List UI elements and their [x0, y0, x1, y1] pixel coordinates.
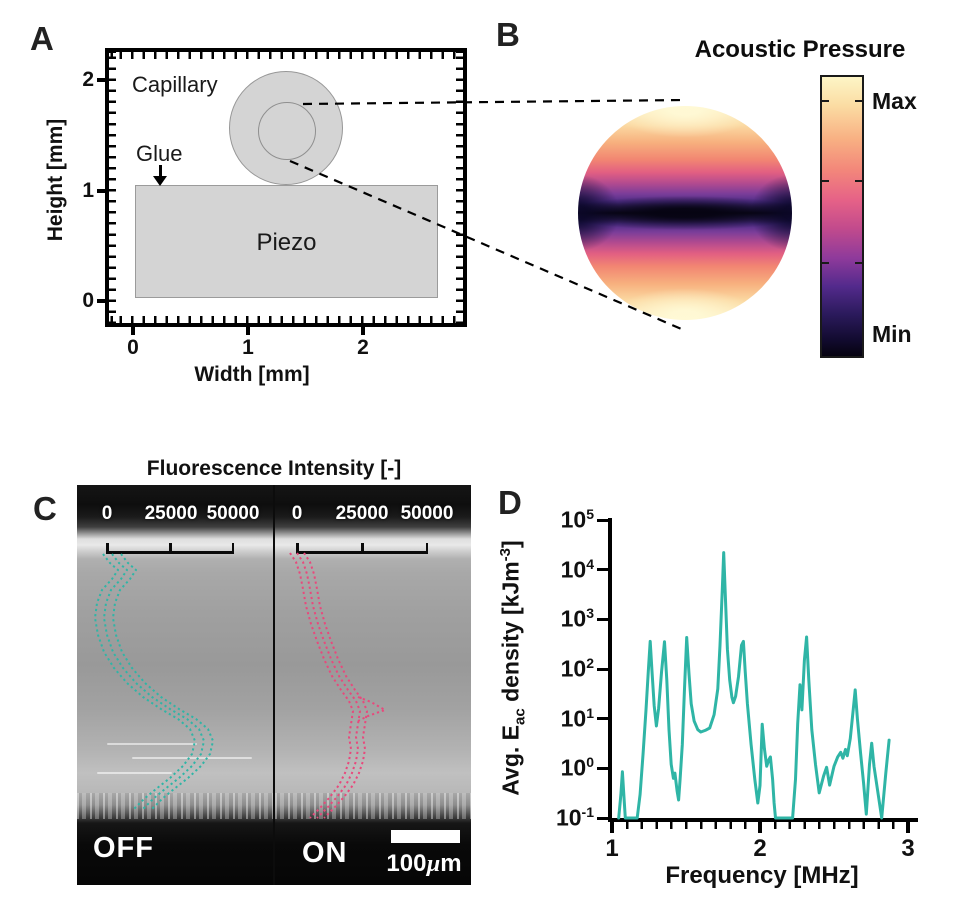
energy-density-spectrum-curve	[617, 551, 891, 820]
off-profile-curve	[103, 553, 205, 810]
panel-a-xtick-1	[246, 327, 250, 335]
on-profile-curve	[296, 552, 361, 819]
bright-streak	[107, 743, 197, 745]
panel-a-label: A	[30, 20, 54, 57]
colorbar-tick	[820, 262, 829, 264]
panel-a-left-ticks	[109, 52, 116, 323]
scale-bar	[391, 830, 460, 843]
intensity-scale-tick	[169, 543, 172, 553]
panel-d-ytick-label: 104	[560, 555, 594, 583]
glue-arrow-icon	[153, 176, 167, 186]
on-state-label: ON	[302, 837, 348, 869]
off-profile-curve	[94, 553, 196, 810]
colorbar-tick	[855, 180, 864, 182]
sediment-edge-texture	[275, 793, 471, 819]
intensity-tick-label: 0	[291, 503, 303, 524]
sediment-edge-texture	[77, 793, 273, 819]
panel-d-ytick-label: 101	[560, 704, 594, 732]
panel-d-ytick-label: 103	[560, 605, 594, 632]
panel-a-bottom-ticks	[109, 316, 463, 323]
off-state-label: OFF	[93, 832, 154, 864]
intensity-tick-label: 0	[101, 503, 113, 524]
panel-d-ytick	[597, 717, 608, 721]
panel-a-xtick-2	[361, 327, 365, 335]
on-profile-curve	[303, 552, 368, 819]
intensity-scale-tick	[425, 543, 428, 553]
intensity-scale-tick	[361, 543, 364, 553]
panel-a-top-ticks	[109, 52, 463, 59]
panel-d-xtick-1	[610, 822, 614, 833]
panel-a-ytick-label: 2	[82, 68, 94, 91]
panel-d-ytick	[597, 667, 608, 671]
panel-d-ytick	[597, 518, 608, 522]
panel-d-ytick	[597, 816, 608, 820]
panel-d-ytick-label: 105	[560, 506, 594, 533]
off-profile-curve	[112, 553, 214, 810]
panel-a-ytick-label: 0	[82, 289, 94, 312]
capillary-annotation: Capillary	[132, 72, 218, 97]
micrograph-divider	[273, 485, 275, 885]
intensity-tick-label: 25000	[144, 503, 198, 524]
capillary-inner-circle	[258, 102, 316, 160]
panel-d-ytick	[597, 766, 608, 770]
panel-d-xtick-label: 2	[753, 835, 767, 862]
mu-symbol: µ	[426, 851, 441, 877]
panel-a-ytick-label: 1	[82, 179, 94, 202]
panel-d-x-axis-title: Frequency [MHz]	[665, 862, 859, 889]
intensity-scale-tick	[231, 543, 234, 553]
intensity-tick-label: 25000	[335, 503, 389, 524]
scale-bar-label: 100µm	[386, 850, 462, 877]
on-profile-curve	[289, 552, 354, 819]
panel-d-label: D	[498, 484, 522, 521]
panel-d-ytick	[597, 617, 608, 621]
interface-profile-curves	[94, 552, 386, 819]
colorbar-tick	[855, 100, 864, 102]
acoustic-pressure-title: Acoustic Pressure	[694, 36, 906, 63]
panel-d-x-axis-line	[608, 818, 918, 822]
acoustic-pressure-heatmap	[578, 106, 792, 320]
colorbar-max-label: Max	[872, 88, 917, 114]
panel-d-ytick	[597, 568, 608, 572]
bright-streak	[97, 772, 172, 774]
panel-a-xtick-label: 0	[127, 336, 139, 359]
panel-a-xtick-label: 2	[357, 336, 369, 359]
colorbar-tick	[820, 100, 829, 102]
panel-a-ytick-0	[97, 299, 105, 303]
on-profile-spike	[357, 696, 386, 722]
glue-arrow-stem	[159, 165, 162, 177]
panel-d-xtick-2	[758, 822, 762, 833]
panel-d-ytick-label: 10-1	[555, 804, 594, 831]
fluorescence-intensity-title: Fluorescence Intensity [-]	[146, 457, 402, 480]
colorbar-tick	[855, 262, 864, 264]
panel-a-ytick-1	[97, 189, 105, 193]
panel-d-y-axis-title: Avg. Eac density [kJm-3]	[497, 540, 529, 796]
intensity-tick-label: 50000	[400, 503, 454, 524]
panel-a-y-axis-title: Height [mm]	[44, 118, 67, 242]
bright-streak	[132, 757, 252, 759]
panel-a-xtick-0	[131, 327, 135, 335]
panel-d-xtick-3	[906, 822, 910, 833]
intensity-scale-tick	[296, 543, 299, 553]
intensity-tick-label: 50000	[206, 503, 260, 524]
panel-a-x-axis-title: Width [mm]	[194, 363, 310, 386]
panel-d-ytick-label: 102	[560, 655, 594, 682]
piezo-annotation: Piezo	[256, 229, 317, 256]
panel-d-xtick-label: 1	[605, 835, 619, 862]
panel-d-y-axis-line	[608, 518, 612, 822]
glue-annotation: Glue	[136, 141, 183, 166]
panel-d-ytick-label: 100	[560, 754, 594, 781]
panel-c-label: C	[33, 490, 57, 527]
panel-a-ytick-2	[97, 78, 105, 82]
panel-b-label: B	[496, 16, 520, 53]
panel-d-xtick-label: 3	[901, 835, 915, 862]
panel-a-xtick-label: 1	[242, 336, 254, 359]
intensity-scale-tick	[106, 543, 109, 553]
panel-a-right-ticks	[456, 52, 463, 323]
colorbar-min-label: Min	[872, 321, 912, 347]
colorbar	[820, 75, 864, 358]
colorbar-tick	[820, 180, 829, 182]
